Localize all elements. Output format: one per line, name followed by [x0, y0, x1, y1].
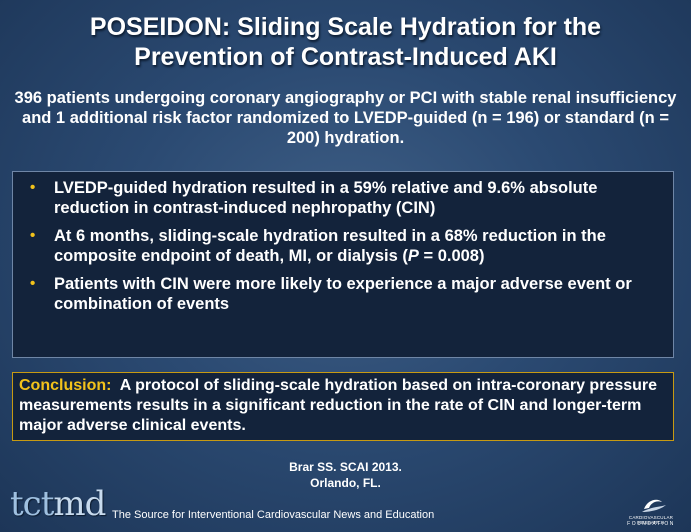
bullet-dot-icon: •: [30, 227, 36, 244]
finding-item-3: • Patients with CIN were more likely to …: [13, 274, 673, 314]
conclusion-label: Conclusion:: [19, 377, 112, 394]
finding-item-2: • At 6 months, sliding-scale hydration r…: [13, 226, 673, 266]
title-line-2: Prevention of Contrast-Induced AKI: [134, 43, 557, 71]
p-value-text: = 0.008): [418, 247, 485, 265]
logo-md: md: [53, 484, 106, 524]
citation-line-1: Brar SS. SCAI 2013.: [289, 460, 402, 474]
finding-text-3: Patients with CIN were more likely to ex…: [54, 275, 632, 313]
slide-title: POSEIDON: Sliding Scale Hydration for th…: [0, 12, 691, 72]
findings-list: • LVEDP-guided hydration resulted in a 5…: [13, 172, 673, 314]
conclusion-text: A protocol of sliding-scale hydration ba…: [19, 377, 658, 434]
citation: Brar SS. SCAI 2013. Orlando, FL.: [0, 459, 691, 491]
bullet-dot-icon: •: [30, 275, 36, 292]
p-value-label: P: [407, 247, 419, 265]
title-line-1: POSEIDON: Sliding Scale Hydration for th…: [89, 13, 602, 41]
footer-tagline: The Source for Interventional Cardiovasc…: [112, 509, 435, 521]
bullet-dot-icon: •: [30, 179, 36, 196]
crf-swoosh-icon: [642, 499, 666, 512]
tctmd-logo: tctmd: [10, 484, 106, 524]
finding-text-1: LVEDP-guided hydration resulted in a 59%…: [54, 179, 598, 217]
crf-foundation: FOUNDATION: [627, 521, 675, 527]
finding-text-2: At 6 months, sliding-scale hydration res…: [54, 227, 606, 265]
finding-item-1: • LVEDP-guided hydration resulted in a 5…: [13, 178, 673, 218]
study-summary: 396 patients undergoing coronary angiogr…: [14, 89, 677, 147]
crf-logo: CARDIOVASCULAR RESEARCH FOUNDATION: [620, 495, 682, 529]
findings-box: • LVEDP-guided hydration resulted in a 5…: [12, 171, 674, 358]
crf-name: CARDIOVASCULAR RESEARCH: [628, 515, 674, 525]
conclusion-box: Conclusion: A protocol of sliding-scale …: [12, 372, 674, 441]
logo-tct: tct: [10, 484, 54, 524]
citation-line-2: Orlando, FL.: [310, 476, 381, 490]
